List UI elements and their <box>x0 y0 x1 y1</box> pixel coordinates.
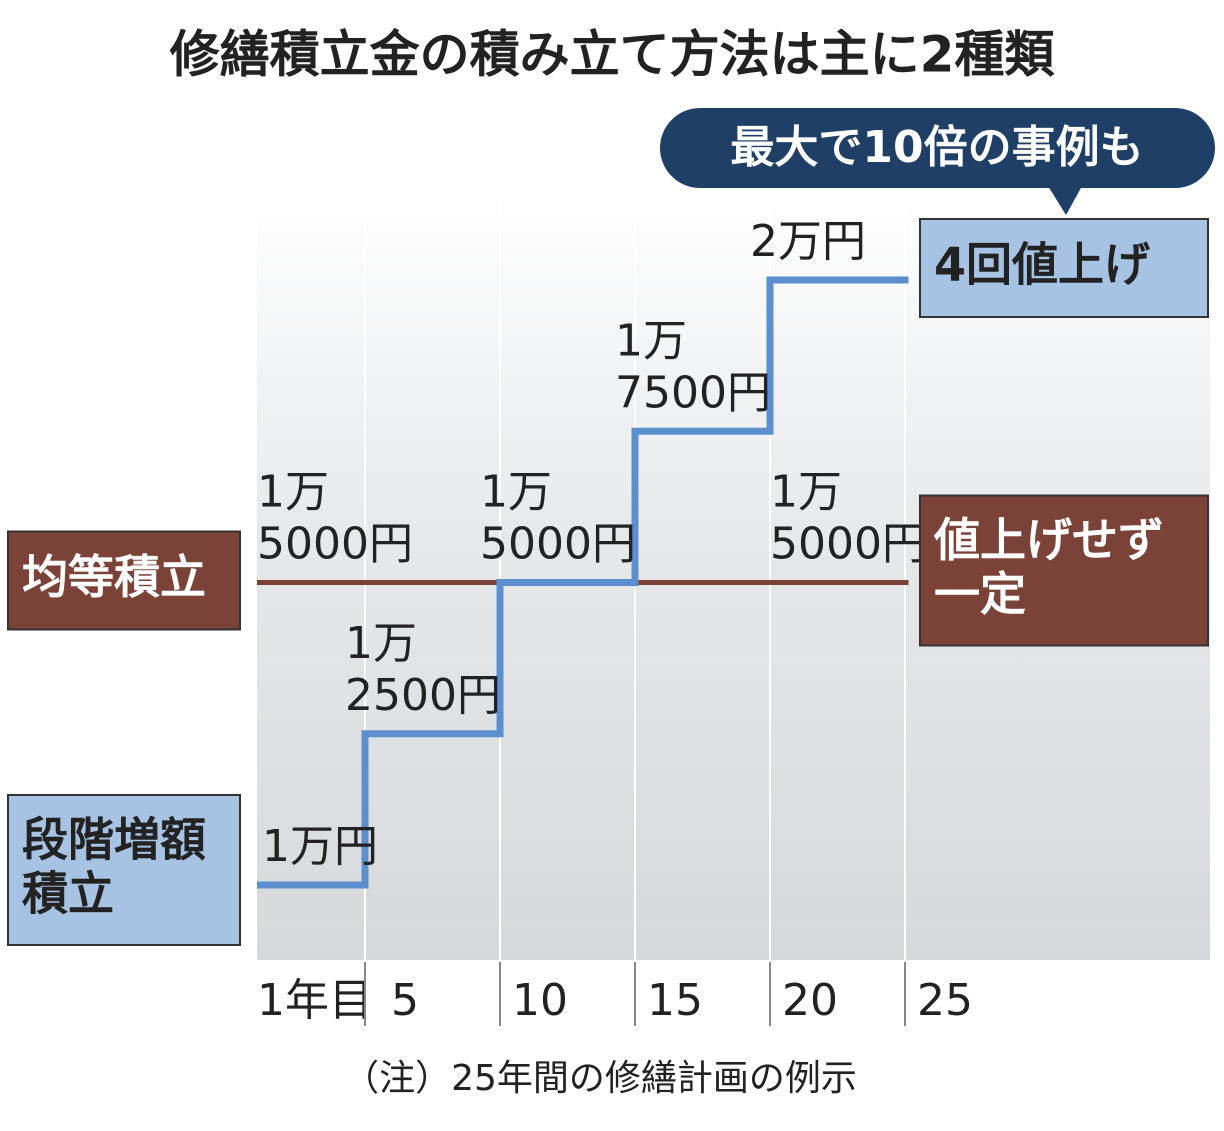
value-label: 5000円 <box>770 519 926 570</box>
legend-box <box>7 530 241 631</box>
callout-text: 最大で10倍の事例も <box>730 122 1143 173</box>
x-tick-label: 1年目 <box>257 975 373 1026</box>
annotation-text: 一定 <box>934 567 1026 621</box>
value-label: 5000円 <box>257 519 413 570</box>
legend-box <box>7 794 241 946</box>
annotation-text: 4回値上げ <box>934 238 1150 292</box>
value-label: 2500円 <box>345 670 501 721</box>
legend-text: 積立 <box>22 867 114 921</box>
value-label: 2万円 <box>750 216 866 267</box>
legend-text: 均等積立 <box>22 550 206 604</box>
chart-title: 修繕積立金の積み立て方法は主に2種類 <box>170 26 1056 84</box>
value-label: 1万 <box>770 467 842 518</box>
value-label: 1万 <box>345 618 417 669</box>
callout-tail <box>1048 186 1082 215</box>
value-label: 1万円 <box>262 821 378 872</box>
value-label: 1万 <box>615 315 687 366</box>
value-label: 1万 <box>480 467 552 518</box>
x-tick-label: 15 <box>647 975 703 1026</box>
value-label: 7500円 <box>615 367 771 418</box>
note: （注）25年間の修繕計画の例示 <box>343 1058 857 1099</box>
x-tick-label: 25 <box>917 975 973 1026</box>
annotation-box <box>919 218 1209 318</box>
value-label: 5000円 <box>480 519 636 570</box>
x-tick-label: 10 <box>512 975 568 1026</box>
legend-text: 段階増額 <box>22 813 206 867</box>
annotation-text: 値上げせず <box>933 513 1164 567</box>
x-tick-label: 20 <box>782 975 838 1026</box>
annotation-box <box>919 494 1209 647</box>
value-label: 1万 <box>257 467 329 518</box>
callout-bubble <box>660 108 1215 188</box>
x-tick-label: 5 <box>391 975 419 1026</box>
